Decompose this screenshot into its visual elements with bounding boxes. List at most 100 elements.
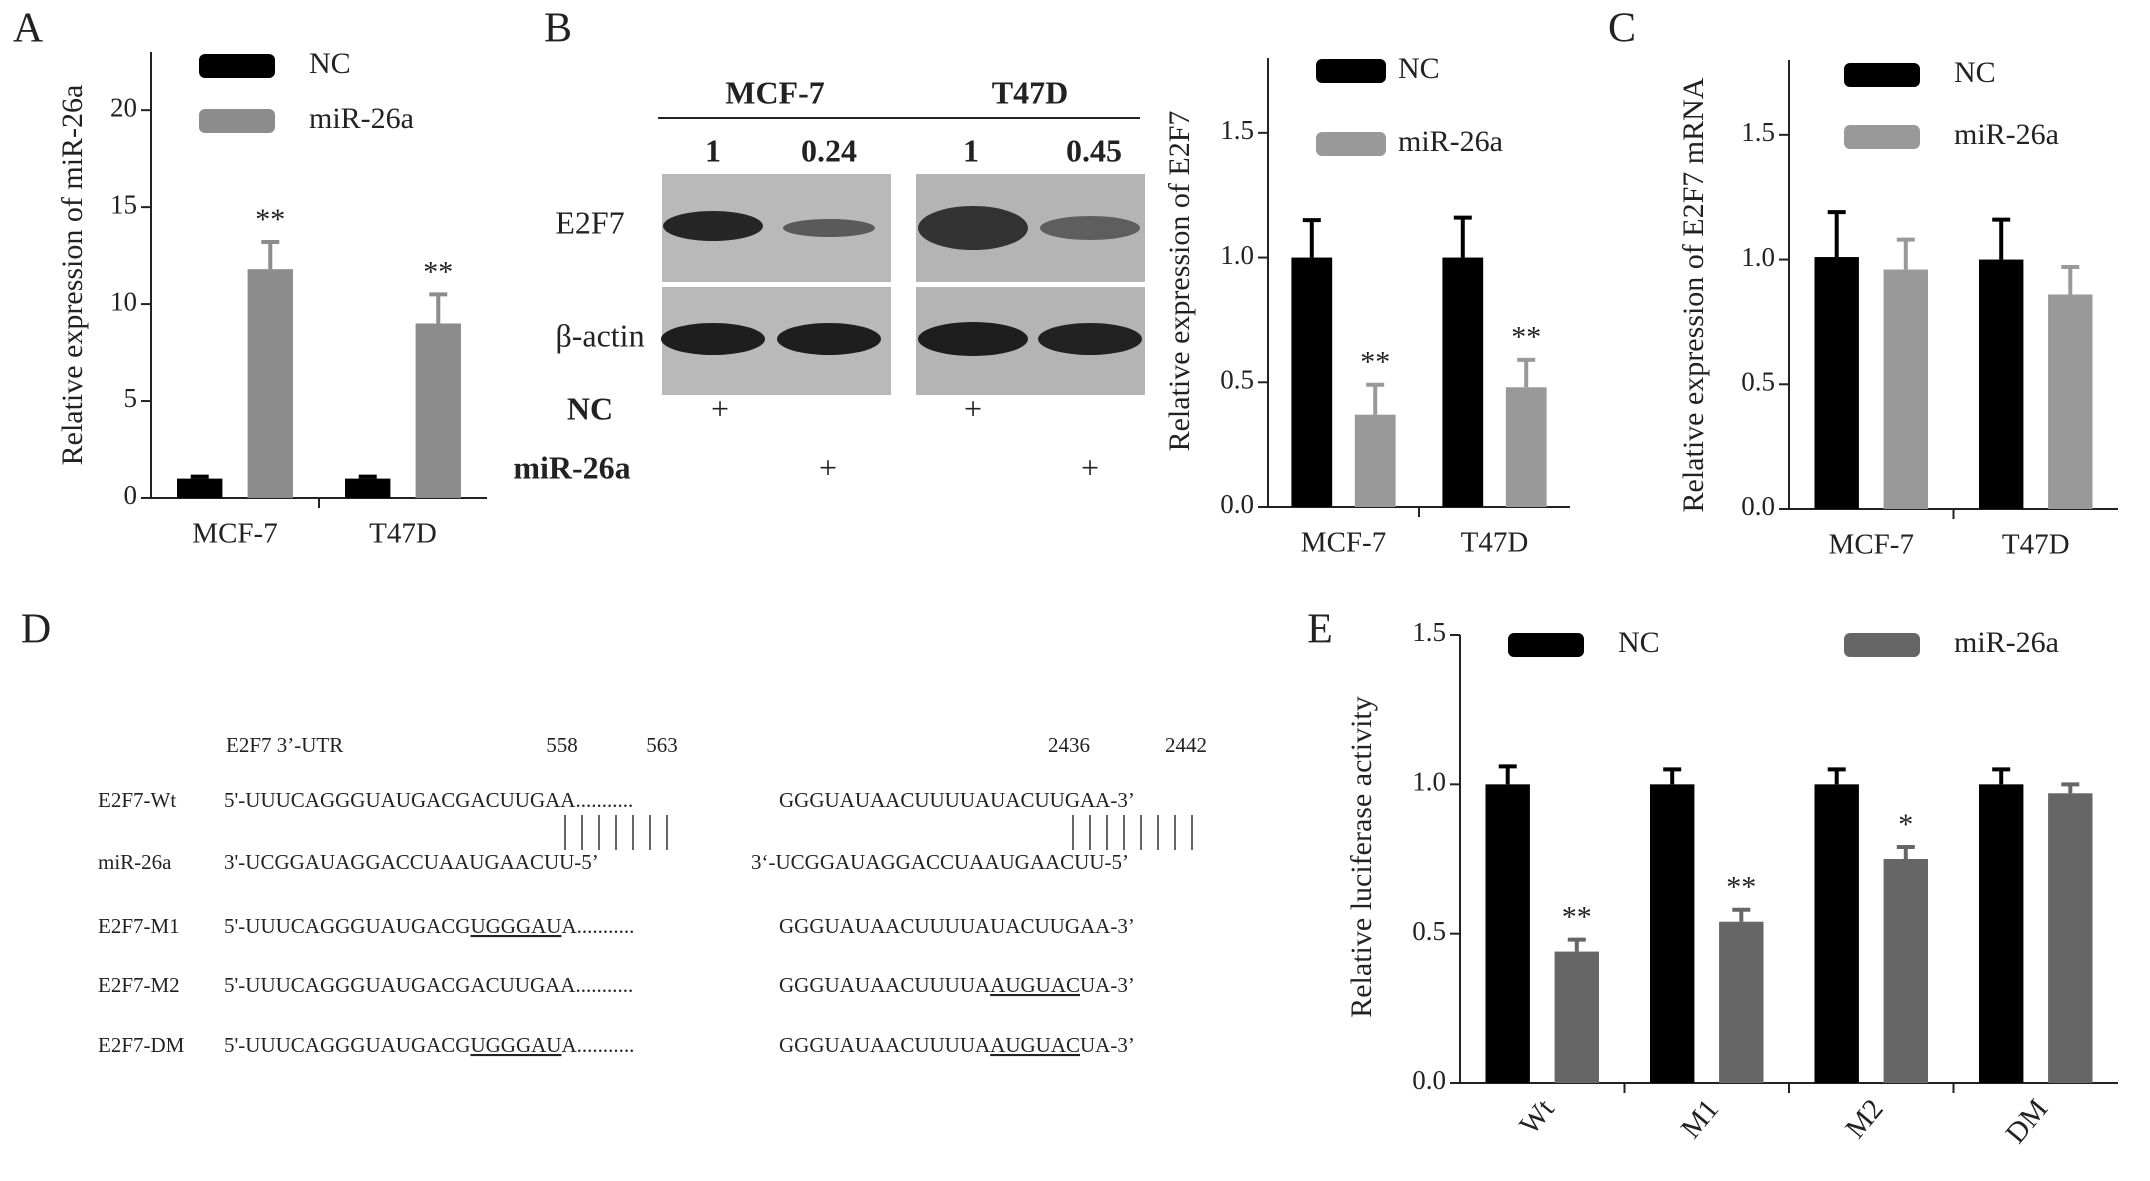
seq-part: 5'-UUUCAGGGUAUGACGACUUGAA...........: [224, 788, 633, 812]
position: 558: [546, 733, 578, 757]
bar: [1978, 259, 2024, 509]
bar: [415, 323, 461, 498]
significance: **: [423, 255, 453, 288]
panel-letter: B: [544, 6, 572, 52]
bar: [1485, 784, 1530, 1083]
significance: **: [1360, 346, 1390, 379]
plus: +: [711, 390, 729, 426]
bar: [1554, 951, 1600, 1083]
position: 2436: [1048, 733, 1090, 757]
sequence: GGGUAUAACUUUUAAUGUACUA-3’: [779, 1033, 1135, 1057]
protein-label: β-actin: [555, 317, 644, 353]
plus: +: [819, 449, 837, 485]
bar: [1883, 859, 1929, 1083]
seq-part: GGGUAUAACUUUUAUACUUGAA-3’: [779, 788, 1135, 812]
panel-letter: C: [1608, 6, 1636, 52]
sequence: GGGUAUAACUUUUAUACUUGAA-3’: [779, 914, 1135, 938]
legend-label: NC: [1398, 52, 1440, 85]
sequence: 3‘-UCGGAUAGGACCUAAUGAACUU-5’: [751, 850, 1129, 874]
error-bar: [1302, 218, 1321, 258]
sequence: 3'-UCGGAUAGGACCUAAUGAACUU-5’: [224, 850, 599, 874]
legend-label: NC: [1618, 626, 1660, 659]
seq-part: UA-3’: [1080, 1033, 1135, 1057]
x-tick-label: Wt: [1513, 1093, 1560, 1141]
error-bar: [1896, 845, 1915, 859]
sequence: 5'-UUUCAGGGUAUGACGUGGGAUA...........: [224, 914, 634, 938]
quantity: 1: [705, 132, 721, 168]
bar: [1442, 257, 1484, 507]
error-bar: [1827, 767, 1846, 785]
blot-image: [661, 174, 1145, 395]
y-axis-label: Relative expression of miR-26a: [56, 85, 89, 466]
sequence: 5'-UUUCAGGGUAUGACGACUUGAA...........: [224, 788, 633, 812]
significance: **: [1511, 321, 1541, 354]
bar: [1505, 387, 1547, 507]
mutated-site: UGGGAU: [470, 1033, 561, 1057]
legend-swatch: [1316, 132, 1386, 156]
x-tick-label: MCF-7: [192, 518, 277, 550]
x-tick-label: T47D: [1461, 527, 1529, 559]
x-tick-label: M1: [1675, 1093, 1725, 1144]
y-tick-label: 1.5: [1412, 617, 1446, 647]
significance: *: [1898, 808, 1913, 841]
mutated-site: UGGGAU: [470, 914, 561, 938]
position: 563: [646, 733, 678, 757]
error-bar: [261, 240, 280, 270]
seq-part: 3‘-UCGGAUAGGACCUAAUGAACUU-5’: [751, 850, 1129, 874]
bar: [1814, 784, 1859, 1083]
seq-name: E2F7-DM: [98, 1033, 185, 1057]
error-bar: [358, 474, 377, 479]
significance: **: [1726, 871, 1756, 904]
bar: [2048, 294, 2093, 509]
y-tick-label: 1.0: [1741, 242, 1775, 272]
error-bar: [1663, 767, 1682, 785]
seq-part: 5'-UUUCAGGGUAUGACG: [224, 914, 470, 938]
legend-label: miR-26a: [1954, 626, 2059, 659]
bar: [1291, 257, 1333, 507]
seq-part: 3'-UCGGAUAGGACCUAAUGAACUU-5’: [224, 850, 599, 874]
y-tick-label: 1.5: [1220, 115, 1254, 145]
y-axis-label: Relative expression of E2F7: [1163, 111, 1196, 452]
legend-label: NC: [309, 47, 351, 80]
y-tick-label: 1.0: [1220, 240, 1254, 270]
error-bar: [1453, 215, 1472, 258]
protein-label: E2F7: [555, 204, 624, 240]
seq-part: 5'-UUUCAGGGUAUGACGACUUGAA...........: [224, 973, 633, 997]
seq-part: GGGUAUAACUUUUAUACUUGAA-3’: [779, 914, 1135, 938]
y-tick-label: 0.5: [1741, 366, 1775, 396]
y-tick-label: 15: [110, 189, 137, 219]
x-tick-label: MCF-7: [1301, 527, 1386, 559]
error-bar: [1992, 767, 2011, 785]
y-tick-label: 1.5: [1741, 117, 1775, 147]
panel-letter: D: [21, 607, 51, 653]
y-tick-label: 1.0: [1412, 767, 1446, 797]
legend-swatch: [199, 109, 275, 133]
legend-swatch: [1508, 633, 1584, 657]
sequence: GGGUAUAACUUUUAAUGUACUA-3’: [779, 973, 1135, 997]
treatment: miR-26a: [513, 449, 630, 485]
cell-line: MCF-7: [725, 74, 825, 110]
bar: [345, 478, 391, 498]
seq-part: GGGUAUAACUUUUA: [779, 1033, 991, 1057]
bar: [247, 269, 293, 498]
seq-part: UA-3’: [1080, 973, 1135, 997]
treatment: NC: [567, 390, 613, 426]
y-axis-label: Relative expression of E2F7 mRNA: [1677, 77, 1710, 512]
x-tick-label: M2: [1839, 1093, 1889, 1144]
bar: [2048, 793, 2093, 1083]
bar: [1814, 257, 1859, 509]
bar: [177, 478, 223, 498]
plus: +: [1081, 449, 1099, 485]
error-bar: [1517, 357, 1536, 388]
sequence: GGGUAUAACUUUUAUACUUGAA-3’: [779, 788, 1135, 812]
y-tick-label: 0.5: [1412, 916, 1446, 946]
panel-letter: A: [13, 6, 44, 52]
y-tick-label: 0.5: [1220, 364, 1254, 394]
mutated-site: AUGUAC: [990, 1033, 1080, 1057]
y-tick-label: 10: [110, 286, 137, 316]
panel-letter: E: [1307, 607, 1333, 653]
bar: [1354, 414, 1396, 507]
seq-part: A...........: [561, 1033, 634, 1057]
error-bar: [1366, 382, 1385, 415]
